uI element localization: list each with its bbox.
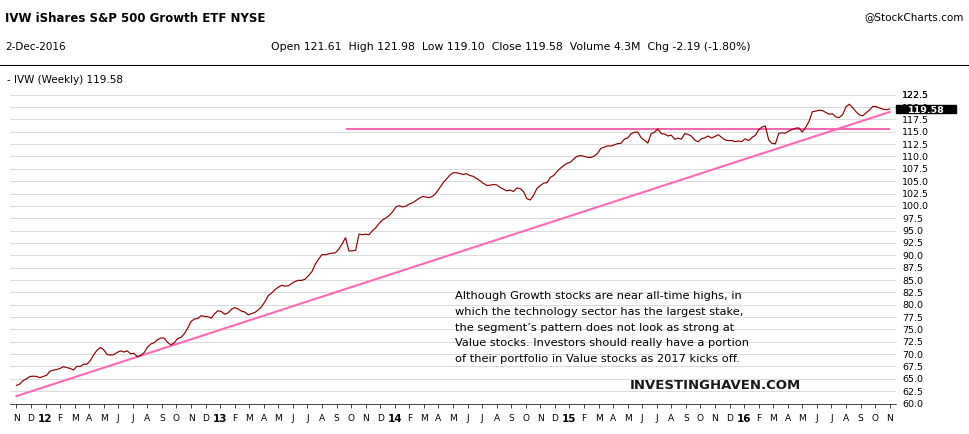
Text: @StockCharts.com: @StockCharts.com (864, 12, 964, 22)
Text: 117.5: 117.5 (902, 115, 929, 125)
Text: 105.0: 105.0 (902, 177, 929, 186)
Text: - IVW (Weekly) 119.58: - IVW (Weekly) 119.58 (7, 75, 123, 85)
Text: 102.5: 102.5 (902, 190, 929, 199)
Text: 70.0: 70.0 (902, 350, 923, 359)
Text: 120.0: 120.0 (902, 103, 929, 112)
Text: Open 121.61  High 121.98  Low 119.10  Close 119.58  Volume 4.3M  Chg -2.19 (-1.8: Open 121.61 High 121.98 Low 119.10 Close… (271, 42, 751, 52)
Text: 92.5: 92.5 (902, 239, 923, 248)
Text: 80.0: 80.0 (902, 300, 923, 309)
Text: Value stocks. Investors should really have a portion: Value stocks. Investors should really ha… (454, 338, 749, 348)
Text: which the technology sector has the largest stake,: which the technology sector has the larg… (454, 306, 743, 316)
Text: 65.0: 65.0 (902, 375, 923, 384)
Text: 75.0: 75.0 (902, 325, 923, 334)
Text: 77.5: 77.5 (902, 313, 923, 322)
Text: 110.0: 110.0 (902, 153, 929, 161)
Text: 122.5: 122.5 (902, 91, 929, 100)
Text: 90.0: 90.0 (902, 251, 923, 260)
Text: 107.5: 107.5 (902, 165, 929, 174)
Text: IVW iShares S&P 500 Growth ETF NYSE: IVW iShares S&P 500 Growth ETF NYSE (5, 12, 266, 25)
Text: of their portfolio in Value stocks as 2017 kicks off.: of their portfolio in Value stocks as 20… (454, 353, 739, 363)
Text: 82.5: 82.5 (902, 288, 923, 297)
Text: 115.0: 115.0 (902, 128, 929, 137)
Text: 62.5: 62.5 (902, 387, 923, 396)
Text: 87.5: 87.5 (902, 263, 923, 273)
Text: 119.58: 119.58 (908, 105, 945, 115)
Text: 60.0: 60.0 (902, 399, 923, 408)
Text: 67.5: 67.5 (902, 362, 923, 371)
Text: 2-Dec-2016: 2-Dec-2016 (5, 42, 66, 52)
Text: 85.0: 85.0 (902, 276, 923, 285)
Text: 100.0: 100.0 (902, 202, 929, 211)
Text: INVESTINGHAVEN.COM: INVESTINGHAVEN.COM (630, 378, 801, 391)
Text: 95.0: 95.0 (902, 227, 923, 236)
Text: 72.5: 72.5 (902, 338, 923, 346)
Text: 122.5: 122.5 (902, 91, 929, 100)
Bar (896, 106, 955, 114)
Text: 97.5: 97.5 (902, 214, 923, 223)
Text: Although Growth stocks are near all-time highs, in: Although Growth stocks are near all-time… (454, 290, 741, 300)
Text: the segment’s pattern does not look as strong at: the segment’s pattern does not look as s… (454, 322, 734, 332)
Text: 112.5: 112.5 (902, 140, 929, 149)
